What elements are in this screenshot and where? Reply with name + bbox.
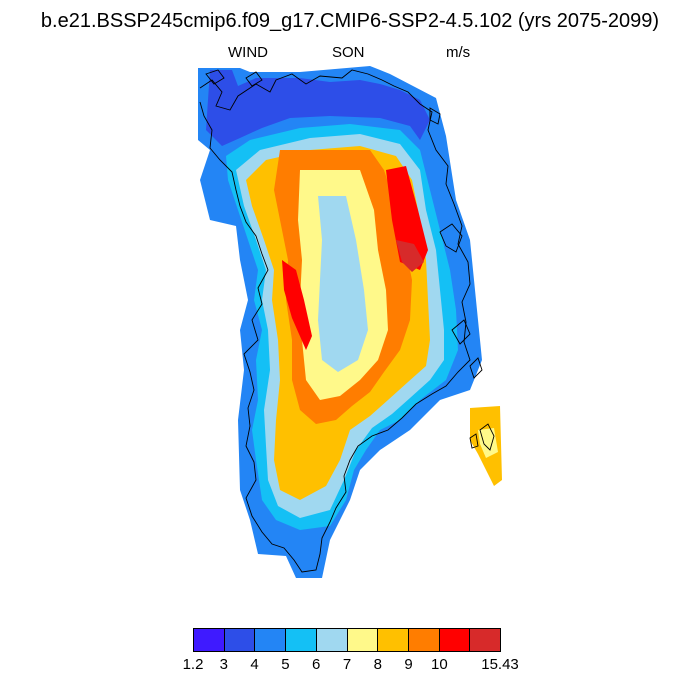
colorbar-swatch <box>286 629 317 651</box>
colorbar-swatch <box>378 629 409 651</box>
colorbar-swatch <box>316 629 348 651</box>
colorbar-swatch <box>347 629 379 651</box>
colorbar-swatch <box>470 629 501 651</box>
colorbar-swatch <box>408 629 440 651</box>
plot-title: b.e21.BSSP245cmip6.f09_g17.CMIP6-SSP2-4.… <box>40 10 660 32</box>
colorbar-tick-label: 7 <box>342 656 352 673</box>
coastline <box>199 69 495 573</box>
east-jet-max <box>396 240 424 272</box>
east-jet <box>386 166 428 270</box>
colorbar-swatch <box>255 629 287 651</box>
colorbar <box>193 628 501 652</box>
wind-field-grid <box>198 66 502 578</box>
west-jet <box>282 260 312 350</box>
colorbar-swatch <box>194 629 225 651</box>
colorbar-tick-label: 9 <box>404 656 413 673</box>
island-core <box>478 428 498 458</box>
colorbar-swatch <box>224 629 256 651</box>
colorbar-tick-label: 4 <box>250 656 259 673</box>
north-band <box>206 70 430 146</box>
season-label: SON <box>332 44 365 61</box>
colorbar-tick-label: 8 <box>373 656 382 673</box>
variable-label: WIND <box>228 44 268 61</box>
colorbar-swatch <box>439 629 471 651</box>
colorbar-tick-label: 15.43 <box>481 656 519 673</box>
colorbar-tick-label: 10 <box>431 656 448 673</box>
colorbar-tick-label: 1.2 <box>182 656 204 673</box>
core <box>318 196 368 372</box>
colorbar-tick-label: 3 <box>219 656 228 673</box>
colorbar-tick-label: 6 <box>312 656 321 673</box>
wind-speed-map <box>198 66 502 578</box>
colorbar-tick-label: 5 <box>281 656 290 673</box>
units-label: m/s <box>446 44 471 61</box>
